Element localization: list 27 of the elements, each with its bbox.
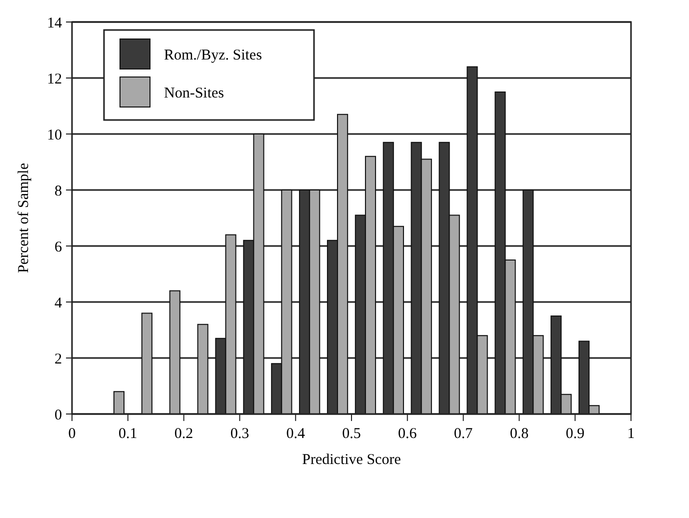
bar xyxy=(197,324,208,414)
legend-label: Rom./Byz. Sites xyxy=(164,47,262,64)
y-tick-label: 0 xyxy=(54,407,62,424)
x-tick-label: 0.6 xyxy=(398,426,418,442)
x-tick-label: 0.4 xyxy=(286,426,306,442)
x-tick-label: 1 xyxy=(627,426,635,442)
x-tick-label: 0.7 xyxy=(454,426,474,442)
bar xyxy=(169,290,180,414)
x-tick-label: 0.8 xyxy=(510,426,529,442)
x-tick-label: 0.2 xyxy=(174,426,194,442)
y-tick-label: 4 xyxy=(54,295,62,312)
x-tick-label: 0 xyxy=(68,426,76,442)
y-tick-label: 10 xyxy=(47,127,62,144)
y-tick-label: 2 xyxy=(54,351,62,368)
y-tick-label: 6 xyxy=(54,239,62,256)
x-tick-label: 0.9 xyxy=(566,426,584,442)
bar xyxy=(113,391,124,414)
y-axis-title: Percent of Sample xyxy=(16,162,32,273)
y-tick-label: 14 xyxy=(47,15,62,32)
bar xyxy=(141,312,152,414)
x-tick-label: 0.3 xyxy=(230,426,250,442)
x-tick-label: 0.1 xyxy=(118,426,138,442)
x-tick-label: 0.5 xyxy=(342,426,361,442)
y-tick-label: 8 xyxy=(54,183,62,200)
x-axis-title: Predictive Score xyxy=(302,452,402,468)
legend-label: Non-Sites xyxy=(164,85,224,102)
y-tick-label: 12 xyxy=(47,71,62,88)
